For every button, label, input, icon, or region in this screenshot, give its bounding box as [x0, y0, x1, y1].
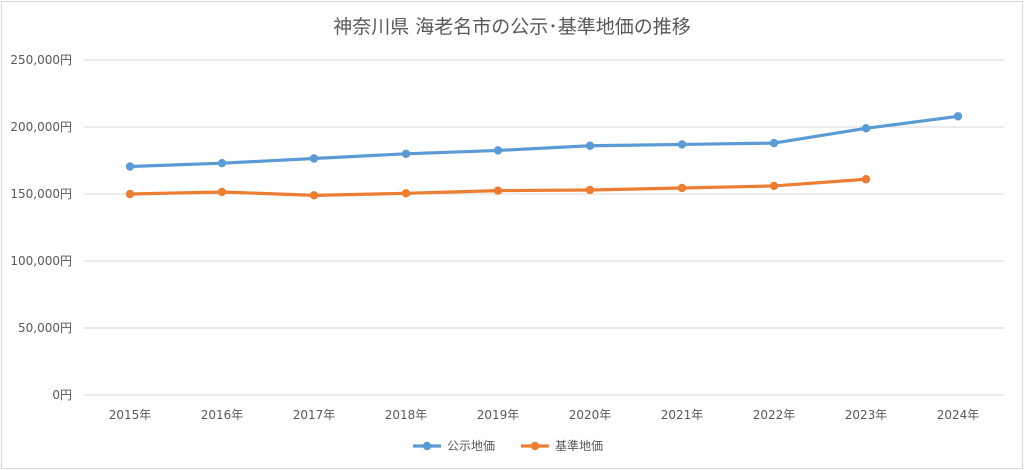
legend-marker [422, 441, 432, 451]
x-tick-label: 2019年 [477, 408, 520, 422]
data-point [677, 183, 687, 193]
x-tick-label: 2024年 [937, 408, 980, 422]
series-1 [125, 112, 963, 171]
chart-title: 神奈川県 海老名市の公示･基準地価の推移 [333, 16, 691, 38]
series-2 [125, 175, 871, 200]
gridlines [84, 59, 1004, 396]
data-point [125, 162, 135, 171]
y-tick-label: 150,000円 [10, 187, 72, 201]
x-tick-label: 2018年 [385, 408, 428, 422]
data-point [769, 138, 779, 148]
data-point [217, 187, 227, 197]
legend-label: 公示地価 [447, 439, 495, 453]
x-tick-label: 2023年 [845, 408, 888, 422]
x-tick-label: 2016年 [201, 408, 244, 422]
y-tick-label: 0円 [52, 388, 72, 402]
data-point [217, 158, 227, 168]
data-point [861, 175, 871, 184]
data-point [401, 149, 411, 158]
data-point [493, 146, 503, 155]
series-line [128, 114, 960, 169]
y-tick-label: 250,000円 [10, 53, 72, 67]
data-point [125, 189, 135, 199]
data-point [493, 186, 503, 195]
data-point [585, 185, 595, 195]
x-axis-ticks: 2015年 2016年 2017年 2018年 2019年 2020年 2021年 2022年… [109, 408, 980, 422]
data-point [861, 124, 871, 133]
y-tick-label: 100,000円 [10, 254, 72, 268]
series-layer [125, 112, 963, 200]
y-axis-ticks: 0円 50,000円 100,000円 150,000円 200,000円 250,000… [10, 53, 72, 402]
legend: 公示地価 基準地価 [413, 438, 603, 453]
data-point [769, 181, 779, 191]
legend-item: 基準地価 [521, 438, 603, 453]
x-tick-label: 2015年 [109, 408, 152, 422]
data-point [401, 189, 411, 198]
x-tick-label: 2017年 [293, 408, 336, 422]
y-tick-label: 50,000円 [18, 321, 72, 335]
data-point [953, 112, 963, 121]
data-point [309, 191, 319, 200]
legend-item: 公示地価 [413, 439, 495, 453]
data-point [585, 141, 595, 150]
y-tick-label: 200,000円 [10, 120, 72, 134]
x-tick-label: 2020年 [569, 408, 612, 422]
legend-label: 基準地価 [555, 438, 603, 453]
x-tick-label: 2022年 [753, 408, 796, 422]
data-point [677, 140, 687, 149]
legend-marker [530, 441, 540, 451]
x-tick-label: 2021年 [661, 408, 704, 422]
data-point [309, 154, 319, 163]
